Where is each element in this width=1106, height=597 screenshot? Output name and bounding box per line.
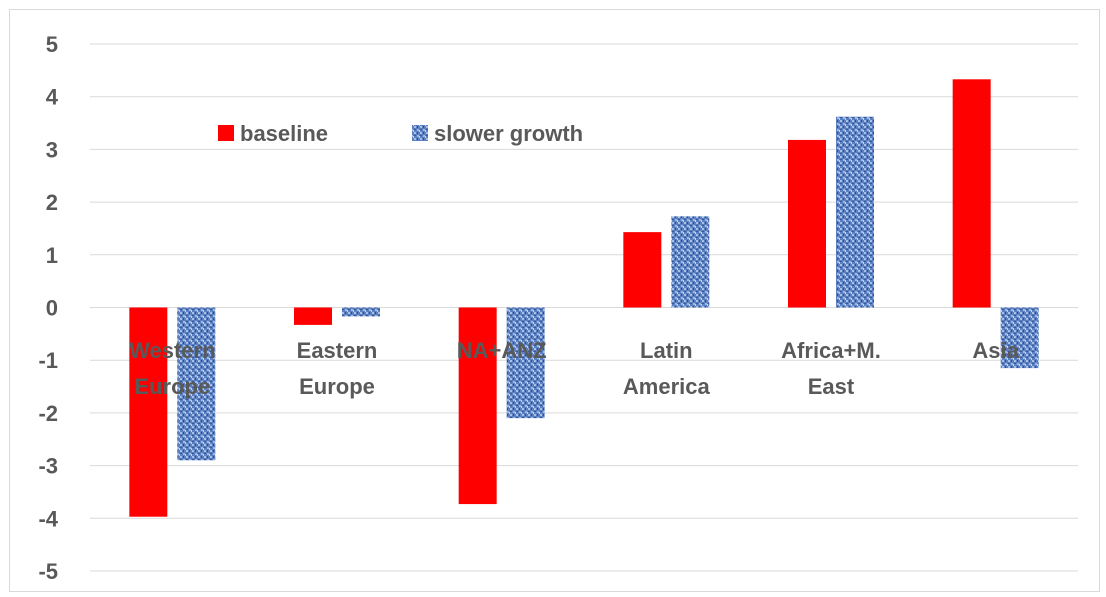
baseline-bar: [788, 139, 826, 308]
bars: [129, 79, 1039, 517]
slower-growth-bar: [671, 216, 710, 308]
baseline-bar: [294, 307, 332, 325]
legend-swatch-baseline: [218, 125, 234, 141]
y-tick-label: 0: [46, 296, 58, 321]
category-label: America: [623, 374, 711, 399]
y-tick-label: -1: [38, 348, 58, 373]
y-tick-label: -3: [38, 454, 58, 479]
category-label: Asia: [972, 338, 1019, 363]
y-tick-label: 3: [46, 137, 58, 162]
legend: baseline slower growth: [218, 121, 583, 146]
chart-frame: [9, 9, 1100, 592]
baseline-bar: [129, 307, 168, 517]
slower-growth-bar: [1000, 307, 1039, 369]
category-label: Eastern: [297, 338, 378, 363]
slower-growth-bar: [342, 307, 380, 317]
y-tick-label: -4: [38, 506, 58, 531]
baseline-bar: [458, 307, 497, 505]
gridlines: [90, 43, 1078, 572]
category-label: Western: [129, 338, 215, 363]
y-tick-label: 1: [46, 243, 58, 268]
category-label: Africa+M.: [781, 338, 881, 363]
category-label: Europe: [134, 374, 210, 399]
y-tick-label: 4: [46, 85, 59, 110]
category-label: Europe: [299, 374, 375, 399]
baseline-bar: [623, 232, 662, 308]
legend-label-slower-growth: slower growth: [434, 121, 583, 146]
slower-growth-bar: [177, 307, 216, 461]
category-labels: Western Europe Eastern Europe NA+ANZ Latin Ame…: [129, 338, 1020, 399]
y-axis-tick-labels: 5 4 3 2 1 0 -1 -2 -3 -4 -5: [38, 32, 58, 584]
legend-swatch-slower-growth: [412, 125, 428, 141]
baseline-bar: [952, 79, 991, 308]
slower-growth-bar: [506, 307, 545, 419]
legend-label-baseline: baseline: [240, 121, 328, 146]
category-label: East: [808, 374, 855, 399]
category-label: Latin: [640, 338, 693, 363]
category-label: NA+ANZ: [457, 338, 547, 363]
y-tick-label: 5: [46, 32, 58, 57]
slower-growth-bar: [836, 116, 874, 308]
y-tick-label: -2: [38, 401, 58, 426]
y-tick-label: -5: [38, 559, 58, 584]
y-tick-label: 2: [46, 190, 58, 215]
